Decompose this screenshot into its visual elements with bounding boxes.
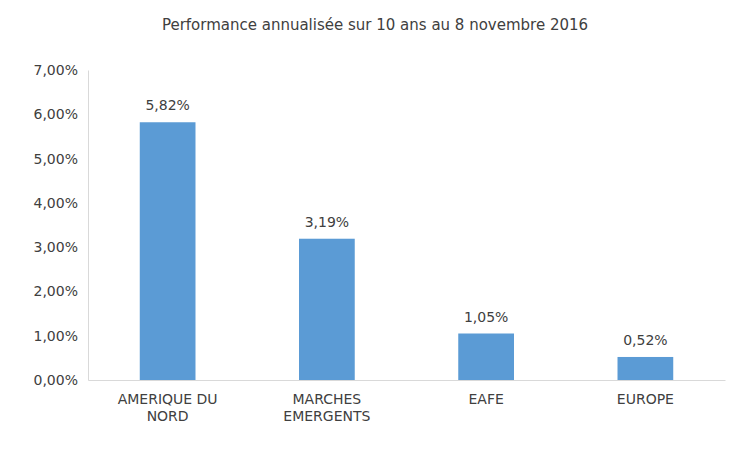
plot: 0,00% 1,00% 2,00% 3,00% 4,00% 5,00% 6,00% 7,00%… [34,62,726,424]
y-tick: 4,00% [34,195,88,211]
y-tick-label: 6,00% [34,106,78,122]
y-tick-label: 2,00% [34,283,78,299]
chart: Performance annualisée sur 10 ans au 8 n… [0,0,750,451]
y-axis-line [88,71,89,381]
bar [458,334,514,381]
y-tick: 3,00% [34,239,88,255]
x-axis: AMERIQUE DUNORD MARCHESEMERGENTS EAFE EUROP… [89,380,726,424]
y-tick-label: 3,00% [34,239,78,255]
y-tick: 5,00% [34,151,88,167]
data-label: 1,05% [464,309,508,325]
y-tick-label: 4,00% [34,195,78,211]
y-tick: 7,00% [34,62,88,78]
y-tick: 6,00% [34,106,88,122]
bars [140,122,673,380]
bar [140,122,196,380]
y-tick-label: 7,00% [34,62,78,78]
x-tick-label: MARCHESEMERGENTS [283,391,370,425]
x-tick-label: AMERIQUE DUNORD [118,391,218,425]
y-tick-label: 1,00% [34,328,78,344]
data-label: 0,52% [623,332,667,348]
y-tick-label: 5,00% [34,151,78,167]
y-tick-label: 0,00% [34,372,78,388]
bar [618,357,674,380]
x-tick: EUROPE [617,380,674,407]
x-tick-label: EUROPE [617,391,674,407]
data-labels: 5,82% 3,19% 1,05% 0,52% [145,97,667,348]
y-tick: 1,00% [34,328,88,344]
x-axis-line [89,380,726,381]
x-tick: EAFE [468,380,503,407]
bar [299,239,355,380]
x-tick: MARCHESEMERGENTS [283,380,370,424]
data-label: 5,82% [145,97,189,113]
data-label: 3,19% [305,214,349,230]
y-tick: 2,00% [34,283,88,299]
y-tick: 0,00% [34,372,88,388]
x-tick-label: EAFE [468,391,503,407]
y-axis: 0,00% 1,00% 2,00% 3,00% 4,00% 5,00% 6,00% 7,00% [34,62,89,388]
x-tick: AMERIQUE DUNORD [118,380,218,424]
title: Performance annualisée sur 10 ans au 8 n… [162,16,588,34]
